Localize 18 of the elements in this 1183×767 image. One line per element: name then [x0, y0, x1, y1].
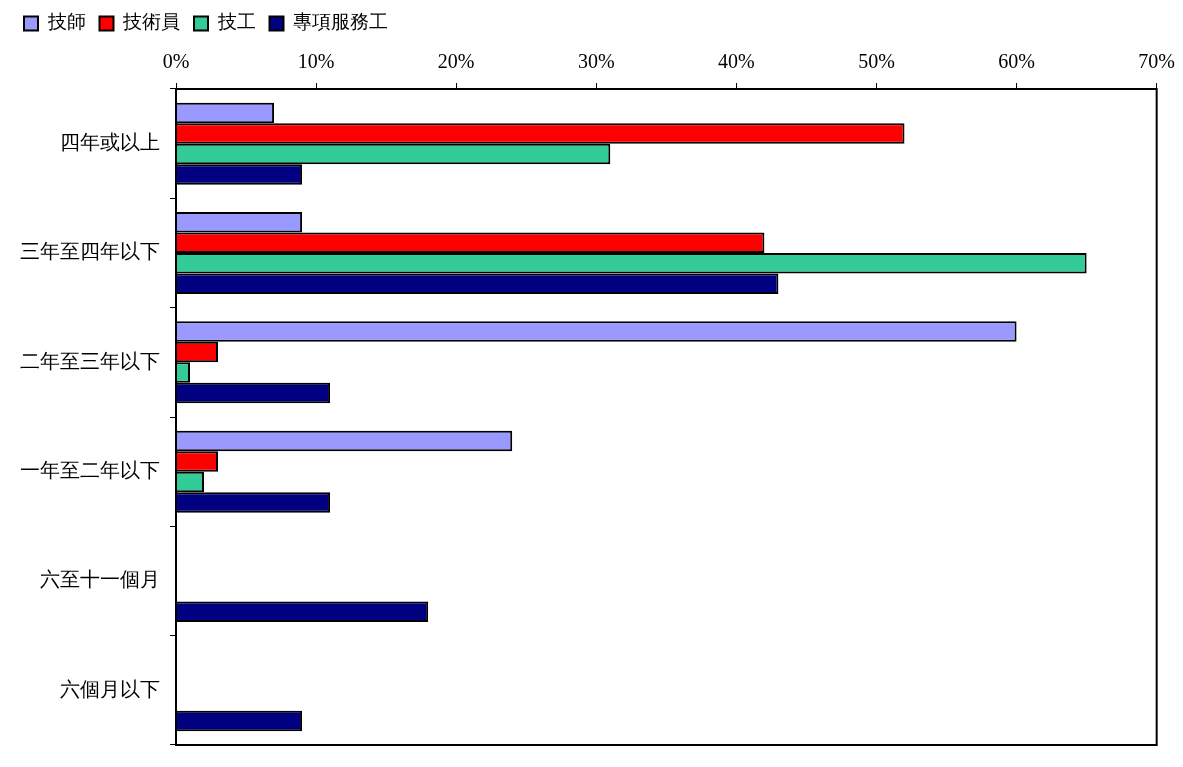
- y-tick-label: 六個月以下: [60, 677, 160, 700]
- legend-label: 技工: [216, 10, 256, 33]
- y-tick-label: 一年至二年以下: [20, 458, 160, 481]
- x-tick-label: 60%: [998, 50, 1035, 73]
- x-tick-label: 20%: [437, 50, 475, 73]
- legend-label: 技師: [46, 10, 86, 33]
- x-tick-label: 70%: [1138, 50, 1176, 73]
- y-tick-label: 三年至四年以下: [20, 240, 160, 263]
- legend-label: 技術員: [122, 10, 180, 33]
- y-tick-label: 六至十一個月: [40, 568, 160, 591]
- y-tick-label: 四年或以上: [60, 130, 160, 153]
- x-tick-label: 30%: [577, 50, 615, 73]
- x-tick-label: 0%: [162, 50, 190, 73]
- x-tick-label: 10%: [297, 50, 335, 73]
- legend-label: 專項服務工: [293, 10, 388, 33]
- x-tick-label: 40%: [718, 50, 755, 73]
- y-tick-label: 二年至三年以下: [20, 349, 160, 372]
- x-tick-label: 50%: [858, 50, 895, 73]
